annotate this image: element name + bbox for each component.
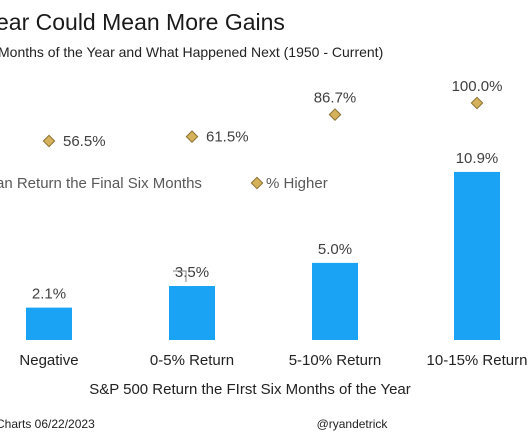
legend-entry-markers: % Higher bbox=[266, 175, 328, 192]
marker-point bbox=[328, 108, 342, 121]
marker-data-label: 86.7% bbox=[314, 90, 357, 107]
marker-series: 56.5% 61.5% 86.7% 100.0% bbox=[42, 78, 503, 150]
author-handle: @ryandetrick bbox=[317, 417, 389, 431]
marker-point bbox=[185, 130, 199, 143]
bar bbox=[169, 286, 215, 340]
label-leader-line bbox=[173, 270, 187, 282]
legend-marker-icon bbox=[250, 176, 264, 190]
x-tick-label: Negative bbox=[19, 352, 78, 369]
x-tick-label: 0-5% Return bbox=[150, 352, 234, 369]
bar bbox=[454, 171, 500, 340]
bar-data-label: 10.9% bbox=[456, 150, 499, 167]
legend: an Return the Final Six Months % Higher bbox=[0, 175, 328, 192]
marker-point bbox=[470, 96, 484, 110]
marker-data-label: 100.0% bbox=[452, 78, 503, 95]
bar bbox=[26, 307, 72, 340]
bar-series: 2.1% 3.5% 5.0% 10.9% bbox=[26, 150, 500, 340]
x-axis-title: S&P 500 Return the FIrst Six Months of t… bbox=[89, 381, 411, 398]
bar-data-label: 3.5% bbox=[175, 264, 209, 281]
marker-point bbox=[42, 134, 56, 148]
chart-title: ear Could Mean More Gains bbox=[0, 9, 285, 35]
marker-data-label: 61.5% bbox=[206, 129, 249, 146]
bar-data-label: 5.0% bbox=[318, 241, 352, 258]
legend-entry-bars: an Return the Final Six Months bbox=[0, 175, 202, 192]
source-note: Charts 06/22/2023 bbox=[0, 417, 95, 431]
marker-data-label: 56.5% bbox=[63, 133, 106, 150]
bar bbox=[312, 262, 358, 340]
x-tick-label: 5-10% Return bbox=[289, 352, 382, 369]
x-tick-label: 10-15% Return bbox=[427, 352, 528, 369]
bar-data-label: 2.1% bbox=[32, 286, 66, 303]
chart-subtitle: Months of the Year and What Happened Nex… bbox=[0, 44, 383, 60]
